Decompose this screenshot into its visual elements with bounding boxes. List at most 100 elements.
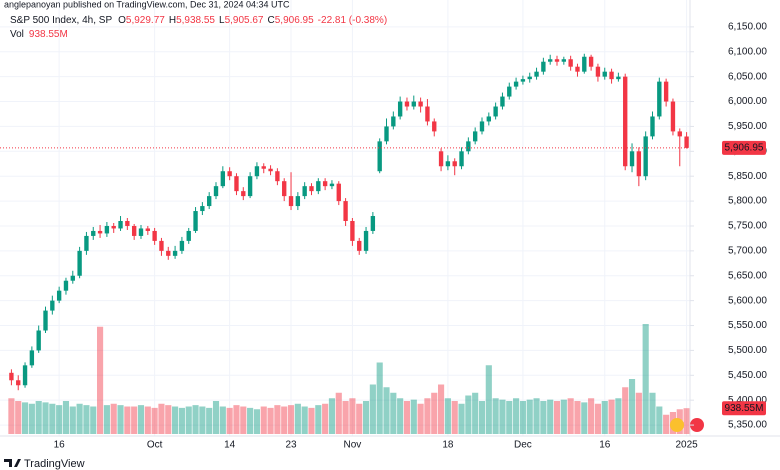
candle-body: [50, 300, 55, 311]
volume-bar: [267, 407, 274, 434]
candle-body: [70, 275, 75, 281]
volume-bar: [601, 401, 608, 434]
candle-body: [418, 101, 423, 107]
candle-body: [329, 183, 335, 187]
y-tick-label: 6,000.00: [728, 96, 767, 107]
x-tick-label: 16: [54, 440, 66, 451]
candle-body: [384, 126, 389, 142]
last-price-box: [722, 140, 766, 155]
candle-body: [247, 176, 253, 197]
candle-body: [316, 181, 321, 192]
candle-body: [609, 71, 614, 80]
volume-bar: [567, 398, 574, 434]
volume-bar: [274, 405, 281, 434]
candle-body: [234, 176, 239, 192]
volume-bar: [253, 409, 260, 434]
volume-bar: [478, 401, 486, 434]
candle-body: [282, 181, 287, 197]
candle-body: [118, 220, 123, 229]
candle-body: [104, 225, 110, 234]
volume-box: [722, 401, 766, 416]
brand: TradingView: [24, 458, 85, 470]
volume-bar: [547, 399, 554, 434]
ohlc-key: H: [169, 15, 176, 26]
candle-body: [527, 76, 532, 80]
volume-bar: [42, 402, 49, 434]
volume-bar: [90, 406, 97, 434]
candle-body: [9, 372, 14, 381]
volume-bar: [151, 407, 158, 434]
candle-body: [77, 250, 82, 276]
candle-body: [322, 181, 328, 187]
candle-body: [131, 225, 137, 236]
y-tick-label: 5,450.00: [728, 370, 767, 381]
candle-body: [623, 76, 628, 167]
volume-bar: [144, 406, 151, 434]
volume-bar: [335, 392, 342, 434]
footer: TradingView: [4, 458, 85, 470]
candle-body: [152, 230, 157, 241]
events: [670, 418, 704, 432]
candle-body: [391, 116, 396, 127]
volume-bar: [240, 406, 247, 434]
volume-bar: [212, 401, 220, 434]
candle-body: [295, 196, 301, 207]
volume-bar: [465, 395, 472, 434]
candle-body: [288, 196, 294, 207]
candle-body: [636, 151, 642, 177]
y-tick-label: 5,700.00: [728, 246, 767, 257]
y-tick-label: 6,100.00: [728, 46, 767, 57]
volume-bar: [35, 401, 42, 434]
candle-body: [650, 116, 655, 137]
volume-bar: [137, 405, 145, 434]
volume-bar: [622, 387, 629, 434]
ohlc-key: L: [219, 15, 225, 26]
x-tick-label: 2025: [675, 440, 698, 451]
volume-bar: [513, 398, 520, 434]
y-tick-label: 6,050.00: [728, 71, 767, 82]
candle-body: [125, 220, 130, 226]
x-tick-label: Nov: [344, 440, 362, 451]
volume-bar: [172, 406, 179, 434]
candle-body: [568, 59, 573, 67]
y-tick-label: 5,950.00: [728, 121, 767, 132]
volume-bar: [21, 402, 29, 434]
candle-body: [513, 81, 519, 87]
candle-body: [97, 230, 103, 234]
candle-body: [472, 131, 478, 142]
y-tick-label: 5,500.00: [728, 345, 767, 356]
x-tick-label: 23: [285, 440, 297, 451]
candle-body: [548, 59, 553, 62]
candle-body: [179, 240, 185, 251]
candle-body: [445, 161, 451, 167]
volume-bar: [294, 403, 301, 434]
volume-bar: [117, 405, 124, 434]
volume-bar: [438, 384, 445, 434]
candle-body: [220, 171, 226, 187]
volume-bar: [110, 403, 117, 434]
volume-bar: [397, 398, 404, 434]
volume-bar: [390, 392, 397, 434]
volume-bar: [649, 392, 656, 434]
candle-body: [493, 106, 498, 117]
candle-body: [397, 101, 403, 117]
candle-body: [241, 191, 246, 197]
event-icon: [690, 418, 704, 432]
volume-bar: [260, 406, 267, 434]
volume-label: 938.55M: [725, 403, 764, 414]
candle-body: [657, 81, 662, 117]
candle-body: [541, 61, 546, 72]
volume-bar: [417, 403, 424, 434]
volume-bar: [76, 403, 83, 434]
volume-bar: [226, 407, 233, 434]
candle-body: [261, 166, 266, 169]
volume-bar: [315, 405, 322, 434]
ohlc-key: C: [268, 15, 275, 26]
volume-bar: [301, 406, 308, 434]
candle-body: [227, 171, 232, 177]
volume-bar: [62, 401, 70, 434]
y-tick-label: 5,750.00: [728, 221, 767, 232]
volume-value: 938.55M: [29, 29, 68, 40]
candle-body: [452, 161, 457, 167]
y-tick-label: 5,650.00: [728, 270, 767, 281]
